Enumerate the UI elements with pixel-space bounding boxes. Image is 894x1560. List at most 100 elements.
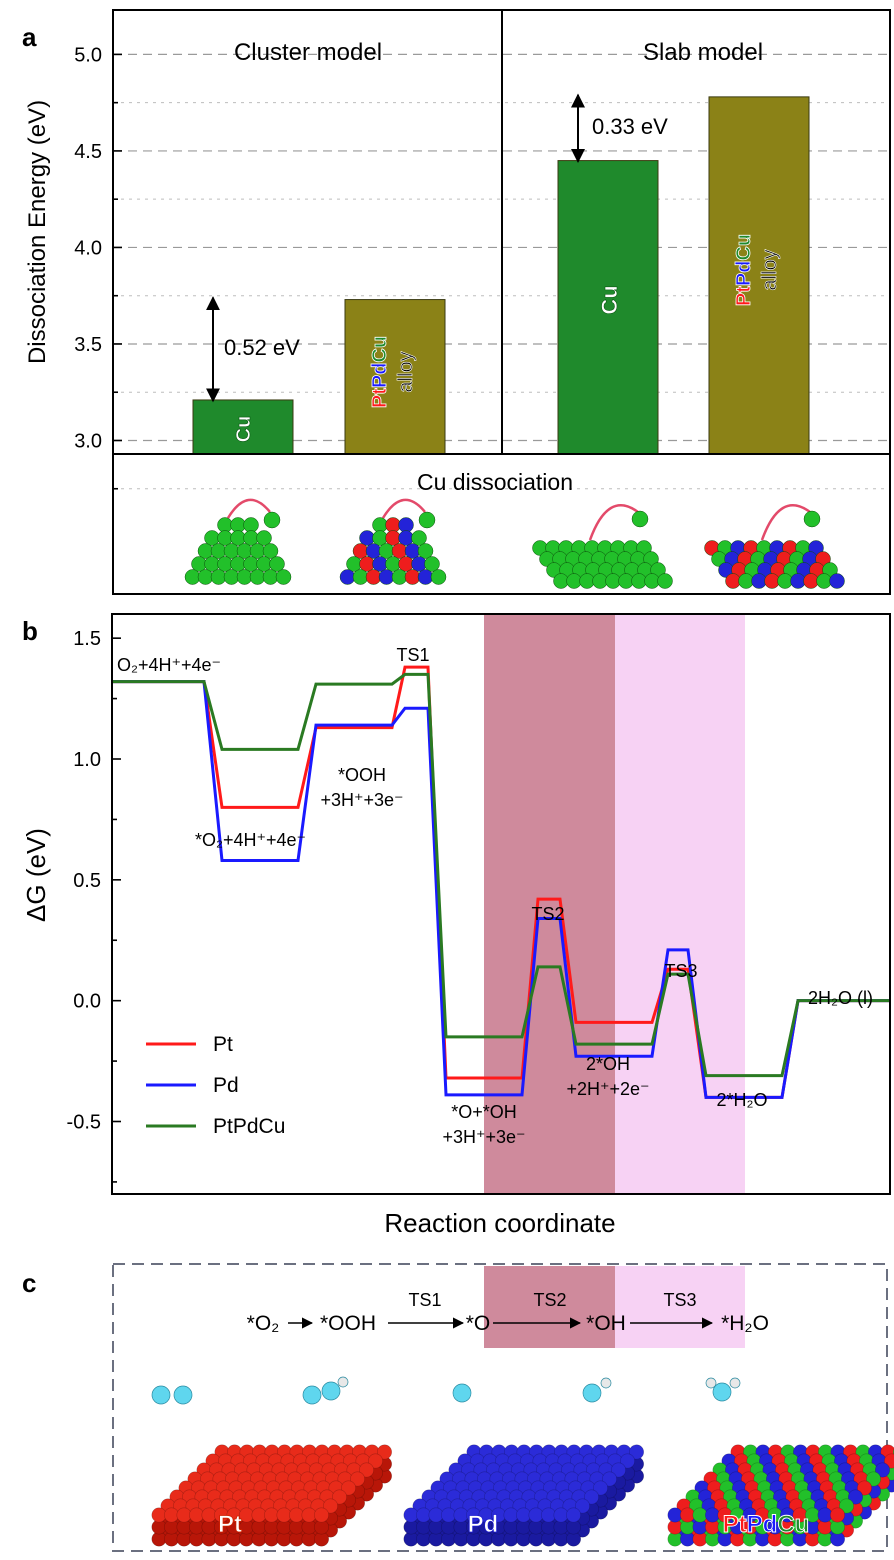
bar-cluster-cu [192,399,294,455]
panel-b-legend: Pt Pd PtPdCu [146,1033,285,1138]
ptpdcu-slab-label: PtPdCu [723,1511,810,1538]
panel-c-frame [112,1263,888,1552]
profile-ptpdcu [112,672,890,1078]
svg-text:PtPdCu: PtPdCu [369,336,391,408]
slab-model-title: Slab model [643,39,763,66]
y-tick-label: 0.5 [73,870,101,892]
ts3-label: TS3 [664,961,697,981]
svg-text:PtPdCu: PtPdCu [733,234,755,306]
legend-ptpdcu-label: PtPdCu [213,1115,285,1138]
state-o-oh-label-line2: +3H⁺+3e⁻ [442,1127,525,1147]
slab-atom [838,1498,854,1514]
o-atom [302,1385,322,1405]
catalyst-slabs [151,1444,894,1547]
slab-gap-label: 0.33 eV [592,114,668,139]
slab-atom [592,1480,608,1496]
slab-atom [574,1498,590,1514]
atom [631,510,649,528]
atom [417,543,434,559]
scheme-step-ts1: TS1 [408,1290,441,1310]
alloy-letter-pd: Pd [733,261,755,287]
slab-illustration [532,504,673,589]
ts2-label: TS2 [531,904,564,924]
slab-atom [865,1471,881,1487]
pt-slab-label: Pt [218,1511,242,1538]
slab-atom [619,1453,635,1469]
o-atom [151,1385,171,1405]
slab-atom [610,1462,626,1478]
slab-atom [601,1471,617,1487]
bar-cluster-alloy [344,299,446,455]
scheme-species-o2: *O₂ [247,1312,280,1335]
slab-atom [874,1462,890,1478]
panel-a-letter: a [22,22,37,52]
cluster-cu-bar-label: Cu [233,416,255,443]
h-atom [705,1377,717,1389]
alloy-letter-cu: Cu [733,234,755,261]
slab-atom [565,1507,581,1523]
state-2h2o-star-label: 2*H₂O [716,1090,767,1110]
slab-cu-bar-label: Cu [597,285,622,314]
atom [418,511,436,529]
panel-b-frame [111,613,891,1195]
slab-alloy-bar-label: PtPdCu alloy [733,233,782,306]
panel-b-ylabel: ΔG (eV) [21,828,51,922]
scheme-ts2-band [484,1266,615,1348]
h-atom [729,1377,741,1389]
y-tick-label: -0.5 [67,1112,101,1134]
alloy-letter-pt: Pt [369,388,391,408]
o-atom [173,1385,193,1405]
panel-a-y-ticks: 3.0 3.5 4.0 4.5 5.0 [74,44,122,490]
reaction-scheme: *O₂ *OOH TS1 *O TS2 *OH TS3 *H₂O [247,1290,769,1335]
slab-atom [376,1444,392,1460]
panel-b-y-ticks: -0.5 0.0 0.5 1.0 1.5 [67,628,121,1183]
o-atom [321,1381,341,1401]
panel-a-ylabel: Dissociation Energy (eV) [24,100,51,364]
panel-c-letter: c [22,1268,36,1298]
slab-atom [628,1444,644,1460]
dissociation-path [760,504,811,541]
y-tick-label: 4.0 [74,237,102,259]
state-o2-label: *O₂+4H⁺+4e⁻ [195,830,306,850]
y-tick-label: 0.0 [73,991,101,1013]
state-o-oh-label: *O+*OH [451,1102,517,1122]
atom [275,569,292,585]
panel-a-bars [192,96,810,455]
slab-atom [322,1498,338,1514]
slab-atom [340,1480,356,1496]
slab-atom [331,1489,347,1505]
scheme-species-ooh: *OOH [320,1312,376,1335]
scheme-step-ts2: TS2 [533,1290,566,1310]
o-atom [452,1383,472,1403]
slab-atom [367,1453,383,1469]
legend-pt-label: Pt [213,1033,233,1056]
panel-b-letter: b [22,616,38,646]
bar-slab-cu [557,160,659,455]
state-start-label: O₂+4H⁺+4e⁻ [117,655,221,675]
cluster-alloy-bar-label: PtPdCu alloy [369,335,418,408]
alloy-letter-pt: Pt [733,286,755,306]
adsorbate-molecules [151,1376,741,1405]
atom [829,573,845,589]
scheme-step-ts3: TS3 [663,1290,696,1310]
atom [657,573,673,589]
catalyst-slab [403,1444,644,1547]
dissociation-path [381,498,426,519]
atom [424,556,440,572]
h-atom [600,1377,612,1389]
h-atom [337,1376,349,1388]
scheme-species-oh: *OH [586,1312,626,1335]
alloy-letter-cu: Cu [369,336,391,363]
o-atom [582,1383,602,1403]
slab-atom [583,1489,599,1505]
cluster-illustration [184,498,292,585]
scheme-species-o: *O [466,1312,491,1335]
catalyst-slab [667,1444,894,1547]
bar-slab-alloy [708,96,810,455]
state-ooh-label: *OOH [338,765,386,785]
y-tick-label: 5.0 [74,44,102,66]
dissociation-illustrations [184,498,845,589]
state-end-label: 2H₂O (l) [808,988,873,1008]
